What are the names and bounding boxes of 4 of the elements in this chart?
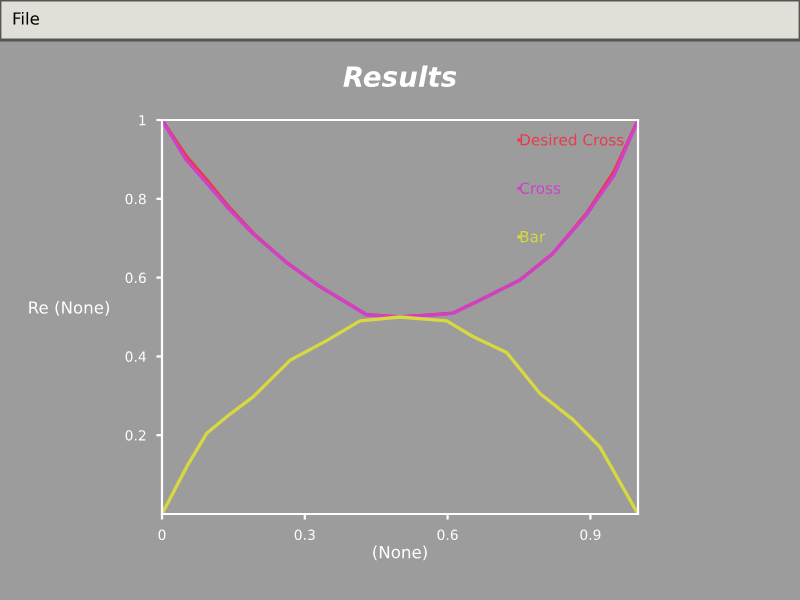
text: File: [13, 11, 40, 25]
x-axis-title: (None): [373, 545, 427, 561]
chart-title: Results: [343, 65, 457, 88]
y-axis-title: Re (None): [29, 300, 110, 316]
